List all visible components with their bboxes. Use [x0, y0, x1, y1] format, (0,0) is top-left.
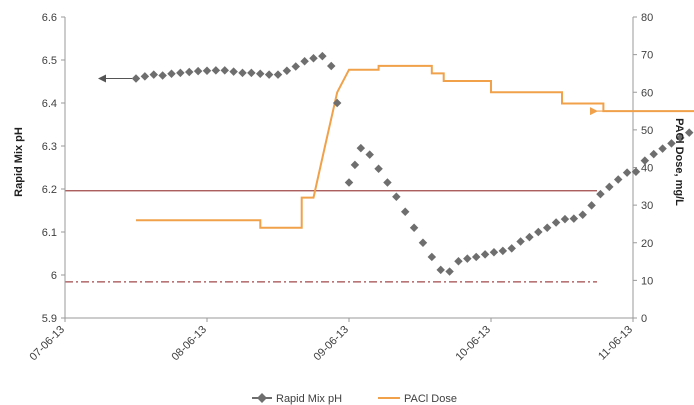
ph-data-point: [185, 67, 194, 77]
ph-data-point: [525, 232, 534, 242]
y-right-tick-label: 30: [641, 200, 653, 212]
y-left-tick-label: 5.9: [42, 313, 57, 325]
ph-data-point: [131, 74, 141, 83]
series-line-pacl-dose: [136, 64, 694, 229]
reference-lines: [65, 190, 597, 283]
ph-data-point: [516, 237, 525, 246]
series-layer: [131, 51, 694, 276]
ph-data-point: [418, 238, 428, 247]
legend-label-ph: Rapid Mix pH: [276, 393, 342, 405]
ph-data-point: [332, 98, 342, 108]
y-left-tick-label: 6.5: [42, 55, 57, 67]
ph-data-point: [596, 189, 605, 199]
ph-data-point: [560, 214, 570, 224]
y-right-tick-label: 40: [641, 163, 653, 175]
ph-data-point: [247, 68, 256, 78]
ph-data-point: [542, 223, 552, 232]
ph-data-point: [498, 246, 508, 256]
ph-data-point: [445, 267, 454, 276]
y-right-axis-title: PACl Dose, mg/L: [673, 118, 685, 206]
ph-data-point: [374, 164, 383, 174]
ph-data-point: [202, 66, 212, 75]
ph-data-point: [480, 250, 490, 259]
arrow-head-right: [590, 107, 598, 116]
y-left-tick-label: 6.2: [42, 184, 57, 196]
y-right-tick-label: 80: [641, 12, 653, 24]
x-tick-label: 11-06-13: [596, 324, 635, 363]
x-tick-label: 10-06-13: [453, 324, 493, 364]
y-left-tick-label: 6.6: [42, 12, 57, 24]
y-right-tick-label: 10: [641, 275, 653, 287]
ph-data-point: [605, 182, 614, 192]
ph-data-point: [256, 69, 265, 79]
legend-label-pacl: PACl Dose: [404, 393, 457, 405]
ph-data-point: [427, 252, 437, 262]
ph-data-point: [613, 175, 623, 184]
ph-data-point: [489, 247, 499, 257]
ph-data-point: [211, 66, 221, 75]
legend: Rapid Mix pH PACl Dose: [252, 393, 457, 405]
ph-data-point: [658, 144, 667, 153]
y-left-tick-label: 6.1: [42, 227, 57, 239]
y-right-tick-label: 0: [641, 313, 647, 325]
ph-data-point: [149, 70, 158, 79]
ph-data-point: [167, 69, 176, 79]
y-right-tick-label: 20: [641, 238, 653, 250]
y-left-tick-label: 6: [51, 270, 57, 282]
axes: 5.9 6 6.1 6.2 6.3 6.4 6.5 6.6 0 10 20 30 40 50 60 70 80 0…: [27, 12, 653, 363]
ph-data-point: [344, 178, 354, 187]
ph-data-point: [318, 51, 327, 61]
ph-data-point: [356, 143, 366, 153]
y-right-tick-label: 50: [641, 125, 653, 137]
y-right-tick-label: 70: [641, 50, 653, 62]
ph-data-point: [587, 201, 596, 210]
ph-data-point: [383, 178, 392, 187]
y-right-tick-label: 60: [641, 87, 653, 99]
ph-data-point: [291, 62, 300, 71]
ph-data-point: [176, 68, 185, 78]
ph-data-point: [350, 160, 360, 170]
ph-data-point: [578, 210, 587, 220]
x-tick-label: 08-06-13: [169, 324, 209, 364]
ph-data-point: [684, 128, 694, 137]
ph-data-point: [569, 214, 579, 223]
ph-data-point: [327, 61, 336, 71]
ph-data-point: [400, 207, 410, 217]
legend-marker-ph: [257, 393, 267, 403]
ph-data-point: [158, 71, 167, 80]
ph-data-point: [309, 54, 318, 63]
ph-data-point: [409, 223, 419, 232]
ph-data-point: [282, 66, 292, 75]
ph-data-point: [649, 149, 658, 159]
ph-data-point: [193, 66, 203, 76]
x-tick-label: 09-06-13: [311, 324, 351, 364]
arrow-head-left: [98, 74, 106, 83]
ph-data-point: [507, 244, 516, 253]
x-tick-label: 07-06-13: [27, 324, 67, 364]
y-left-axis-title: Rapid Mix pH: [13, 127, 25, 197]
ph-data-point: [140, 72, 150, 81]
ph-data-point: [534, 227, 543, 237]
ph-data-point: [365, 150, 374, 159]
ph-data-point: [622, 168, 632, 177]
y-left-tick-label: 6.4: [42, 98, 57, 110]
y-left-tick-label: 6.3: [42, 141, 57, 153]
ph-data-point: [392, 192, 401, 201]
ph-data-point: [229, 67, 238, 76]
ph-data-point: [463, 254, 472, 263]
axis-arrows: [98, 74, 694, 116]
ph-data-point: [220, 66, 229, 75]
ph-data-point: [454, 256, 463, 266]
ph-data-point: [471, 252, 481, 262]
ph-data-point: [273, 70, 283, 79]
ph-data-point: [551, 218, 561, 227]
ph-data-point: [436, 265, 445, 275]
ph-data-point: [300, 57, 309, 66]
ph-data-point: [238, 68, 247, 78]
ph-data-point: [264, 70, 274, 79]
